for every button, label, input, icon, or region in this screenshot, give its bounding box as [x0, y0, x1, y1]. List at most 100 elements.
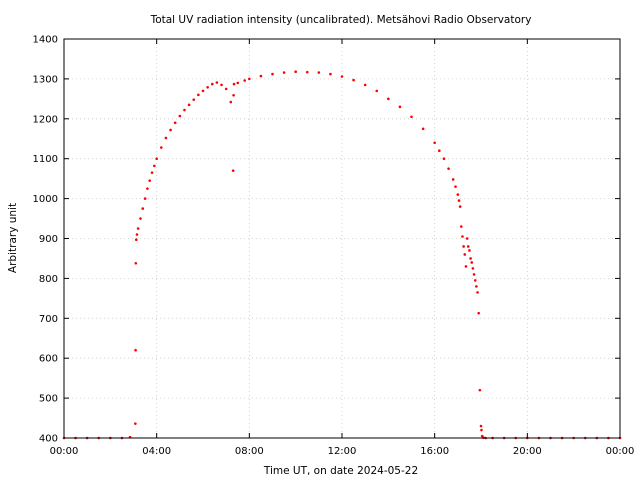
data-point	[192, 98, 196, 101]
data-point	[451, 178, 455, 181]
data-point	[232, 82, 236, 86]
data-point	[454, 185, 457, 188]
x-tick-label: 08:00	[235, 446, 264, 457]
data-points	[62, 70, 622, 440]
data-point	[150, 171, 154, 174]
data-point	[421, 127, 425, 131]
data-point	[363, 83, 367, 87]
data-point	[375, 89, 379, 93]
data-point	[465, 237, 469, 240]
data-point	[466, 245, 470, 248]
data-point	[178, 114, 182, 118]
data-point	[206, 85, 209, 89]
data-point	[477, 311, 480, 315]
data-point	[305, 70, 309, 74]
data-point	[143, 197, 147, 200]
data-point	[243, 79, 246, 82]
data-point	[215, 81, 219, 84]
data-point	[457, 199, 461, 202]
data-point	[471, 267, 475, 270]
y-tick-label: 1100	[33, 154, 58, 165]
data-point	[169, 128, 172, 132]
data-point	[231, 169, 235, 172]
y-tick-label: 500	[39, 394, 58, 405]
y-tick-labels: 400 500 600 700 800 900 1000 1100 1200 1300 1400	[33, 35, 58, 445]
x-tick-label: 16:00	[420, 446, 449, 457]
data-point	[271, 72, 274, 76]
data-point	[248, 77, 251, 81]
data-point	[447, 167, 450, 170]
data-point	[470, 261, 474, 264]
data-point	[153, 164, 156, 168]
y-tick-label: 900	[39, 234, 58, 245]
data-point	[183, 108, 186, 112]
y-tick-label: 1200	[33, 114, 58, 125]
data-point	[210, 82, 214, 86]
data-point	[282, 71, 286, 74]
data-point	[141, 207, 145, 210]
data-point	[468, 249, 471, 252]
data-point	[329, 72, 332, 76]
data-point	[224, 87, 228, 91]
y-tick-label: 1400	[33, 35, 58, 46]
x-tick-label: 00:00	[606, 446, 635, 457]
x-tick-labels: 00:00 04:00 08:00 12:00 16:00 20:00 00:00	[50, 446, 635, 457]
data-point	[229, 100, 233, 104]
data-point	[134, 261, 138, 265]
data-point	[398, 105, 402, 109]
axis-ticks	[63, 38, 621, 439]
data-point	[236, 81, 240, 85]
data-point	[472, 273, 476, 276]
data-point	[463, 253, 467, 256]
data-point	[134, 238, 138, 241]
data-point	[458, 205, 462, 208]
x-tick-label: 00:00	[50, 446, 79, 457]
data-point	[442, 157, 446, 160]
data-point	[410, 115, 413, 119]
x-tick-label: 04:00	[142, 446, 171, 457]
data-point	[135, 233, 139, 236]
data-point	[456, 193, 460, 196]
data-point	[146, 187, 149, 190]
x-tick-label: 12:00	[328, 446, 357, 457]
data-point	[464, 265, 468, 268]
data-point	[462, 245, 465, 248]
data-point	[232, 93, 235, 97]
data-point	[259, 74, 263, 78]
data-point	[461, 235, 464, 238]
data-point	[139, 217, 142, 220]
data-point	[134, 422, 137, 425]
data-point	[173, 121, 177, 125]
data-point	[148, 179, 152, 182]
data-point	[187, 103, 191, 107]
y-tick-label: 400	[39, 434, 58, 445]
data-point	[201, 89, 205, 93]
data-point	[340, 75, 344, 78]
y-tick-label: 800	[39, 274, 58, 285]
data-point	[387, 97, 390, 101]
data-point	[438, 149, 441, 153]
data-point	[476, 291, 479, 294]
y-tick-label: 700	[39, 314, 58, 325]
data-point	[160, 146, 163, 149]
y-tick-label: 600	[39, 354, 58, 365]
data-point	[479, 424, 483, 428]
data-point	[352, 78, 355, 82]
data-point	[317, 71, 321, 74]
x-axis-label: Time UT, on date 2024-05-22	[263, 465, 418, 477]
data-point	[478, 388, 482, 392]
gridlines	[64, 39, 620, 438]
data-point	[433, 141, 436, 145]
data-point	[136, 227, 140, 230]
y-tick-label: 1000	[33, 194, 58, 205]
data-point	[473, 279, 477, 282]
data-point	[475, 285, 478, 288]
data-point	[134, 348, 137, 352]
y-tick-label: 1300	[33, 74, 58, 85]
data-point	[480, 428, 483, 432]
data-point	[469, 257, 472, 260]
data-point	[164, 136, 168, 140]
data-point	[155, 157, 158, 160]
data-point	[294, 70, 297, 74]
